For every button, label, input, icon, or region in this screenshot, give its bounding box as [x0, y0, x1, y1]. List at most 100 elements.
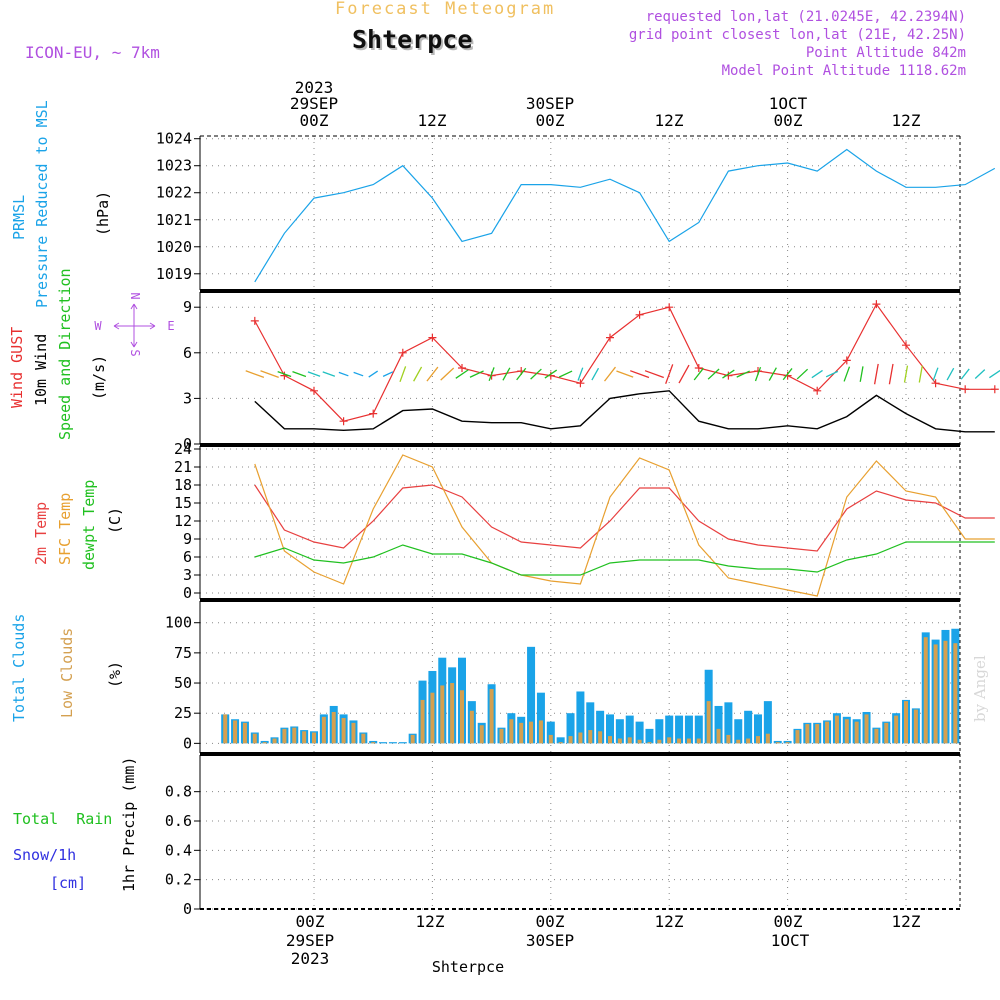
top-tick-5: 00Z	[774, 111, 803, 130]
top-tick-6: 12Z	[892, 111, 921, 130]
wind-arrow	[516, 367, 527, 381]
clouds-unit: (%)	[106, 661, 124, 688]
bottom-date-3: 1OCT	[771, 931, 810, 950]
low-cloud-bar	[252, 733, 257, 744]
low-cloud-bar	[756, 736, 760, 744]
wind-arrow	[873, 363, 879, 385]
low-cloud-bar	[519, 722, 524, 744]
low-cloud-bar	[529, 721, 534, 744]
wind-arrow	[960, 368, 970, 380]
wind-arrow	[630, 370, 650, 379]
total-cloud-bar	[527, 646, 536, 744]
total-cloud-bar	[625, 715, 634, 744]
low-cloud-bar	[617, 738, 622, 744]
low-cloud-bar	[844, 719, 849, 744]
wind-arrow	[825, 370, 839, 378]
low-cloud-bar	[746, 738, 751, 744]
total-cloud-bar	[734, 719, 743, 744]
wind-gust-label: Wind GUST	[8, 327, 26, 408]
chart-marks: 1019102010211022102310240369036912151821…	[156, 130, 1000, 918]
low-cloud-bar	[696, 738, 701, 744]
model-label: ICON-EU, ~ 7km	[25, 43, 160, 62]
pressure-line	[254, 148, 996, 283]
low-cloud-bar	[933, 644, 938, 744]
low-cloud-bar	[499, 728, 504, 744]
temp-ytick-label: 15	[174, 494, 192, 512]
low-cloud-bar	[686, 738, 691, 744]
total-cloud-bar	[398, 742, 407, 744]
low-cloud-bar	[884, 722, 889, 744]
total-cloud-bar	[675, 715, 684, 744]
low-cloud-bar	[469, 710, 474, 744]
gust-marker	[250, 316, 259, 325]
wind-arrow	[338, 371, 349, 377]
low-cloud-bar	[953, 643, 958, 744]
low-cloud-bar	[489, 689, 494, 744]
total-cloud-bar	[596, 710, 605, 744]
bottom-tick-4: 12Z	[655, 912, 684, 931]
model-altitude: Model Point Altitude 1118.62m	[721, 63, 966, 79]
clouds-ytick-label: 100	[165, 614, 192, 632]
low-cloud-bar	[430, 692, 435, 744]
low-cloud-bar	[716, 728, 721, 744]
low-cloud-bar	[292, 727, 297, 744]
wind-arrow	[665, 364, 674, 384]
wind-unit: (m/s)	[90, 355, 108, 400]
low-clouds-label: Low Clouds	[58, 628, 76, 718]
wind-arrow	[722, 369, 735, 379]
low-cloud-bar	[657, 739, 662, 744]
temp-dewpt-line	[254, 541, 995, 576]
total-cloud-bar	[536, 692, 545, 744]
compass-s: S	[128, 349, 142, 356]
low-cloud-bar	[637, 739, 642, 744]
low-cloud-bar	[331, 711, 336, 744]
low-cloud-bar	[558, 742, 563, 744]
wind-ytick-label: 9	[183, 298, 192, 316]
compass-n: N	[128, 292, 142, 299]
low-cloud-bar	[834, 715, 839, 744]
gust-marker	[428, 333, 437, 342]
wind-arrow	[544, 369, 558, 379]
total-cloud-bar	[763, 701, 772, 744]
gust-marker	[783, 371, 792, 380]
wind-arrow	[782, 368, 793, 381]
low-cloud-bar	[351, 722, 356, 744]
low-cloud-bar	[361, 733, 366, 744]
temp-ytick-label: 3	[183, 566, 192, 584]
wind-arrow	[577, 367, 584, 381]
total-clouds-label: Total Clouds	[10, 614, 28, 722]
chart-title: Forecast Meteogram	[335, 0, 556, 19]
top-tick-3: 00Z	[536, 111, 565, 130]
total-cloud-bar	[665, 715, 674, 744]
wind-arrow	[426, 366, 439, 382]
low-cloud-bar	[598, 731, 603, 744]
gust-marker	[576, 379, 585, 388]
wind-arrow	[368, 370, 379, 378]
clouds-ytick-label: 25	[174, 704, 192, 722]
total-cloud-bar	[684, 715, 693, 744]
low-cloud-bar	[785, 742, 790, 744]
low-cloud-bar	[854, 721, 859, 744]
low-cloud-bar	[341, 718, 346, 744]
wind-arrow	[277, 371, 292, 378]
wind-arrow	[707, 368, 720, 380]
wind-arrow	[382, 371, 394, 377]
total-cloud-bar	[388, 742, 397, 744]
gust-marker	[635, 310, 644, 319]
temp-ytick-label: 24	[174, 440, 192, 458]
credit-watermark: by Angel	[971, 655, 989, 722]
wind-arrow	[693, 367, 704, 381]
gust-marker	[902, 341, 910, 350]
gust-marker	[369, 409, 378, 418]
pressure-ytick-label: 1021	[156, 211, 192, 229]
top-tick-2: 12Z	[418, 111, 447, 130]
snow-label: Snow/1h	[13, 846, 76, 864]
total-cloud-bar	[694, 715, 703, 744]
low-cloud-bar	[242, 722, 247, 744]
location-title: Shterpce	[352, 25, 473, 54]
wind-arrow	[974, 369, 986, 380]
low-cloud-bar	[805, 724, 810, 744]
wind-arrow	[811, 369, 823, 379]
wind-arrow	[918, 365, 923, 383]
